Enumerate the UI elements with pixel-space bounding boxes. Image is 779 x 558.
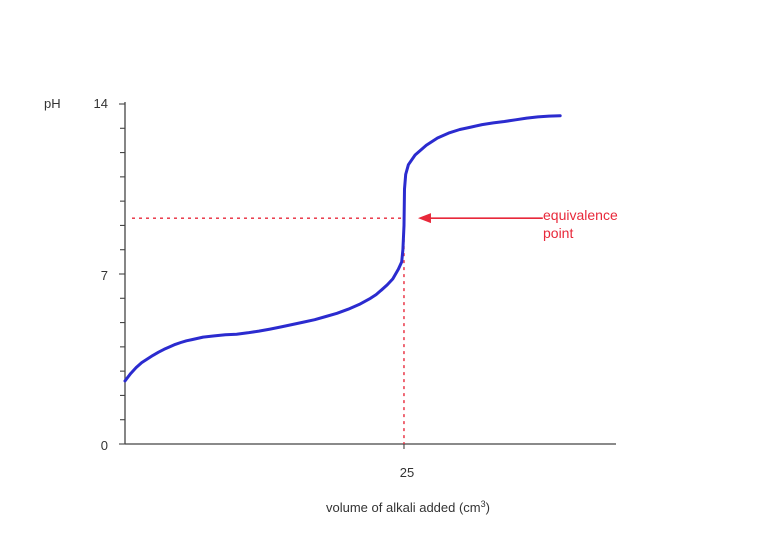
y-axis-title: pH (44, 96, 61, 111)
titration-curve (123, 114, 562, 383)
y-tick-label: 0 (101, 438, 108, 453)
x-axis-title-sup: 3 (481, 499, 486, 509)
annotation-line1: equivalence (543, 207, 618, 223)
x-axis-title: volume of alkali added (cm3) (326, 499, 490, 515)
y-tick-label: 7 (101, 268, 108, 283)
y-tick-label: 14 (94, 96, 108, 111)
x-axis-title-end: ) (486, 500, 490, 515)
annotation-arrow-head (417, 213, 431, 224)
annotation-line2: point (543, 225, 573, 241)
x-axis-title-main: volume of alkali added (cm (326, 500, 481, 515)
x-tick-label: 25 (400, 465, 414, 480)
